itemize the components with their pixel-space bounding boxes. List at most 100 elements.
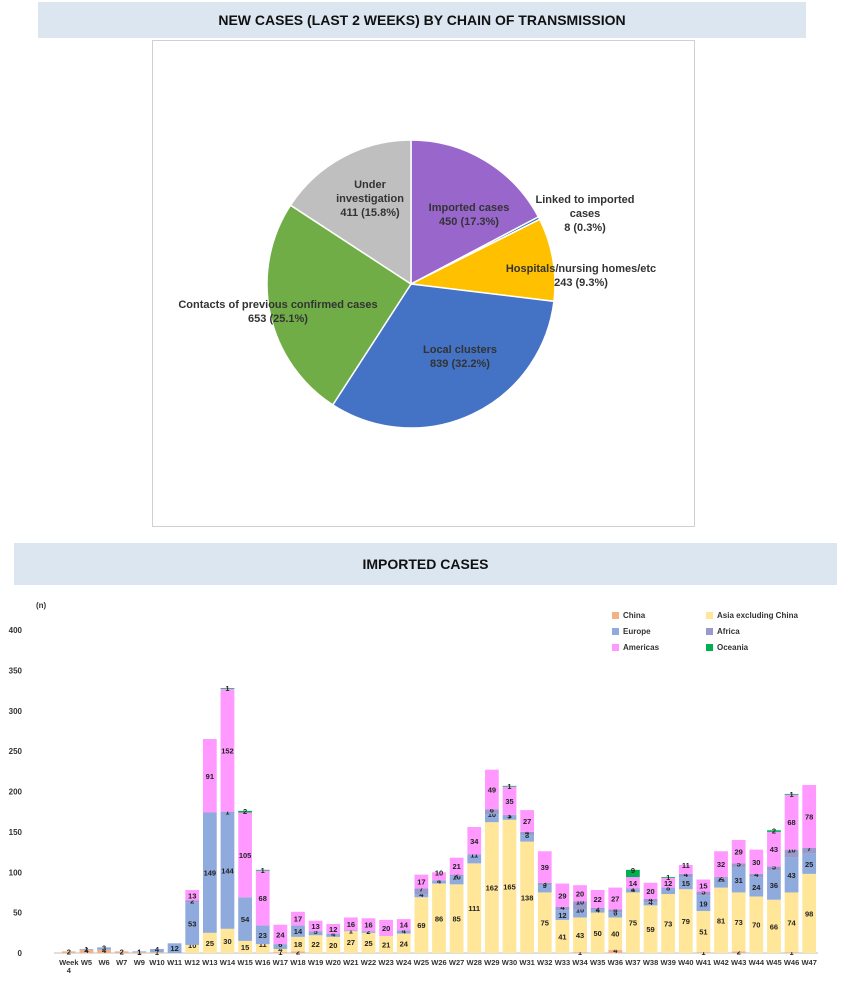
bar-africa-w47: [802, 848, 817, 854]
data-label: 165: [503, 882, 516, 891]
bar-europe-w17: [273, 944, 288, 949]
data-label: 4: [613, 905, 618, 914]
bar-europe-w39: [661, 887, 676, 895]
bar-americas-w38: [643, 882, 658, 899]
bar-americas-w13: [202, 739, 217, 813]
x-tick-label: W45: [766, 958, 781, 967]
x-tick-label: W21: [343, 958, 358, 967]
data-label: 24: [752, 883, 761, 892]
bar-africa-w33: [555, 906, 570, 911]
data-label: 10: [576, 905, 584, 914]
data-label: 68: [259, 894, 267, 903]
data-label: 25: [206, 939, 214, 948]
x-tick-label: W43: [731, 958, 746, 967]
x-tick-label: W33: [555, 958, 570, 967]
bar-asia-excluding-china-w38: [643, 905, 658, 953]
bar-oceania-w39: [661, 877, 676, 878]
x-tick-label: W29: [484, 958, 499, 967]
bar-asia-excluding-china-w25: [414, 897, 429, 953]
bar-americas-w17: [273, 924, 288, 945]
pie-label-local-clusters: Local clusters 839 (32.2%): [423, 344, 497, 370]
bar-europe-w37: [626, 889, 640, 893]
data-label: 4: [84, 946, 89, 955]
bar-africa-w41: [696, 891, 711, 896]
y-tick-label: 100: [9, 868, 23, 877]
bar-europe-w29: [485, 814, 499, 823]
data-label: 8: [525, 831, 529, 840]
x-tick-label: W28: [467, 958, 482, 967]
bar-europe-w24: [396, 930, 411, 934]
bar-china-w7: [114, 951, 129, 953]
bar-americas-w15: [238, 812, 252, 898]
bar-oceania-w30: [502, 785, 517, 787]
data-label: 4: [155, 945, 160, 954]
bar-americas-w12: [185, 890, 200, 901]
bar-europe-w10: [150, 948, 164, 953]
data-label: 25: [805, 860, 813, 869]
legend-label-europe: Europe: [623, 627, 651, 636]
bar-africa-w37: [626, 888, 640, 890]
y-tick-label: 400: [9, 626, 23, 635]
data-label: 1: [578, 948, 582, 957]
bar-china-week-4: [61, 951, 76, 953]
data-label: 98: [805, 909, 813, 918]
x-tick-label: W26: [431, 958, 446, 967]
data-label: 73: [664, 920, 672, 929]
bar-europe-w45: [767, 870, 781, 900]
data-label: 31: [734, 876, 742, 885]
pie-label-contacts-of-previous-confirmed-cases: Contacts of previous confirmed cases 653 …: [178, 299, 377, 325]
bar-asia-excluding-china-w47: [802, 873, 817, 953]
data-label: 10: [576, 897, 584, 906]
data-label: 11: [682, 861, 690, 870]
bar-americas-w14: [220, 688, 235, 812]
bar-asia-excluding-china-w26: [432, 883, 446, 953]
data-label: 51: [699, 928, 707, 937]
bar-asia-excluding-china-w24: [396, 933, 411, 953]
bar-americas-w23: [379, 919, 393, 937]
x-tick-label: W44: [749, 958, 765, 967]
data-label: 144: [221, 867, 234, 876]
bar-asia-excluding-china-w15: [238, 940, 252, 953]
data-label: 1: [789, 790, 793, 799]
bar-americas-w29: [485, 769, 499, 810]
bar-africa-w35: [590, 907, 605, 910]
bar-oceania-w45: [767, 830, 781, 832]
data-label: 20: [329, 941, 337, 950]
bar-asia-excluding-china-w35: [590, 912, 605, 954]
data-label: 11: [717, 875, 725, 884]
bar-europe-w41: [696, 895, 711, 912]
bar-americas-w19: [308, 920, 323, 932]
x-tick-label: W46: [784, 958, 799, 967]
data-label: 1: [666, 873, 670, 882]
data-label: 75: [629, 919, 637, 928]
bar-china-w43: [731, 951, 746, 953]
data-label: 30: [752, 858, 760, 867]
x-tick-label: W9: [134, 958, 145, 967]
data-label: 1: [261, 866, 265, 875]
legend-swatch-asia-excluding-china: [706, 612, 713, 619]
data-label: 4: [402, 926, 407, 935]
bar-europe-w25: [414, 894, 429, 898]
data-label: 85: [452, 915, 460, 924]
x-tick-label: W11: [167, 958, 182, 967]
data-label: 14: [400, 921, 409, 930]
bar-africa-w46: [784, 849, 799, 858]
bar-asia-excluding-china-w36: [608, 917, 623, 950]
bar-europe-w34: [573, 909, 587, 918]
pie-chart-frame: Imported cases 450 (17.3%) Linked to impor…: [152, 40, 695, 527]
data-label: 1: [84, 945, 88, 954]
pie-slice-imported-cases: [410, 139, 540, 286]
bar-americas-w35: [590, 890, 605, 908]
legend-swatch-china: [612, 612, 619, 619]
bar-china-w34: [573, 952, 587, 953]
data-label: 49: [488, 785, 496, 794]
data-label: 91: [206, 772, 214, 781]
data-label: 2: [455, 871, 459, 880]
bar-asia-excluding-china-w21: [343, 931, 358, 953]
data-label: 10: [787, 846, 795, 855]
data-label: 14: [629, 879, 638, 888]
data-label: 43: [787, 871, 795, 880]
x-tick-label: W40: [678, 958, 693, 967]
data-label: 13: [188, 891, 196, 900]
y-axis-label: (n): [36, 601, 47, 610]
